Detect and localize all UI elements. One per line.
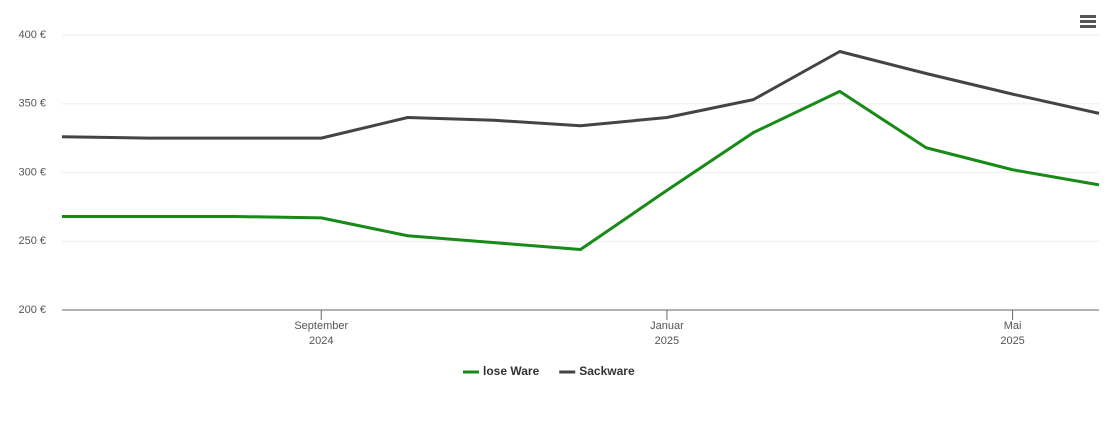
legend-label: Sackware bbox=[579, 364, 635, 378]
legend-label: lose Ware bbox=[483, 364, 540, 378]
x-tick-label: Januar 2025 bbox=[650, 320, 684, 347]
series-line bbox=[62, 89, 1100, 251]
x-tick-label: Mai 2025 bbox=[1000, 320, 1024, 347]
y-tick-label: 400 € bbox=[18, 29, 46, 41]
y-tick-label: 350 € bbox=[18, 98, 46, 110]
series-line bbox=[61, 50, 1100, 140]
y-tick-label: 250 € bbox=[18, 235, 46, 247]
legend: lose Ware Sackware bbox=[463, 364, 635, 378]
menu-icon[interactable] bbox=[1080, 15, 1096, 28]
y-tick-label: 200 € bbox=[18, 304, 46, 316]
y-tick-label: 300 € bbox=[18, 166, 46, 178]
x-tick-label: September 2024 bbox=[294, 320, 348, 347]
